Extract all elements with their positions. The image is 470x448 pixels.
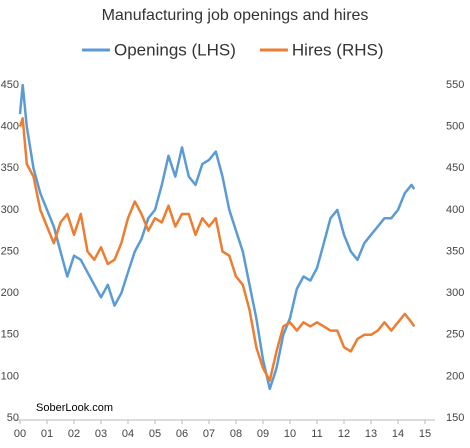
y-tick-label: 100 (1, 370, 19, 382)
y-tick-label: 250 (1, 245, 19, 257)
y2-tick-label: 250 (446, 329, 464, 341)
x-tick-label: 02 (68, 428, 80, 440)
y2-tick-label: 500 (446, 121, 464, 133)
legend-label: Openings (LHS) (114, 40, 236, 59)
legend-label: Hires (RHS) (292, 40, 384, 59)
x-tick-label: 13 (365, 428, 377, 440)
y-tick-label: 50 (7, 412, 19, 424)
x-tick-label: 07 (203, 428, 215, 440)
x-tick-label: 15 (419, 428, 431, 440)
y-tick-label: 200 (1, 287, 19, 299)
x-tick-label: 00 (14, 428, 26, 440)
y-tick-label: 350 (1, 162, 19, 174)
y2-tick-label: 400 (446, 204, 464, 216)
x-tick-label: 08 (230, 428, 242, 440)
x-tick-label: 12 (338, 428, 350, 440)
annotation: SoberLook.com (36, 402, 113, 414)
x-tick-label: 09 (257, 428, 269, 440)
x-tick-label: 05 (149, 428, 161, 440)
y2-tick-label: 550 (446, 79, 464, 91)
y2-tick-label: 350 (446, 245, 464, 257)
y2-tick-label: 200 (446, 370, 464, 382)
x-tick-label: 06 (176, 428, 188, 440)
y2-tick-label: 450 (446, 162, 464, 174)
series-line (18, 117, 416, 382)
x-tick-label: 14 (392, 428, 404, 440)
y-tick-label: 400 (1, 121, 19, 133)
x-tick-label: 10 (284, 428, 296, 440)
x-tick-label: 03 (95, 428, 107, 440)
y2-tick-label: 150 (446, 412, 464, 424)
y-tick-label: 150 (1, 329, 19, 341)
chart-title: Manufacturing job openings and hires (102, 7, 369, 24)
x-tick-label: 01 (41, 428, 53, 440)
y-tick-label: 300 (1, 204, 19, 216)
x-tick-label: 11 (311, 428, 322, 440)
y2-tick-label: 300 (446, 287, 464, 299)
y-tick-label: 450 (1, 79, 19, 91)
series-line (18, 83, 416, 391)
x-tick-label: 04 (122, 428, 134, 440)
